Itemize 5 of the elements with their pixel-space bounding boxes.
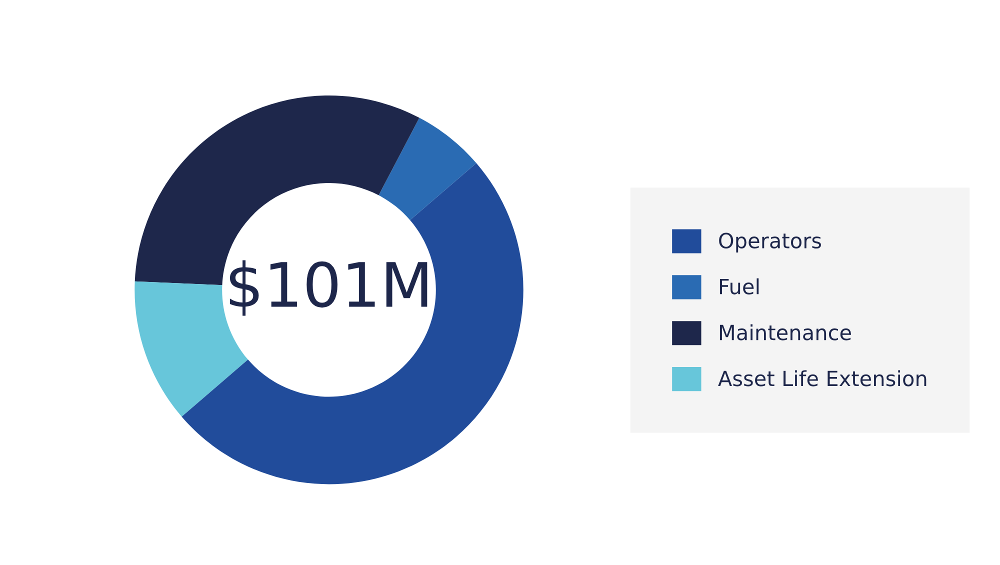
legend-label: Asset Life Extension	[718, 370, 926, 386]
legend-label: Operators	[719, 232, 822, 253]
legend-label: Maintenance	[720, 324, 851, 340]
legend-label: Fuel	[720, 278, 759, 294]
text: $101M	[230, 260, 428, 316]
